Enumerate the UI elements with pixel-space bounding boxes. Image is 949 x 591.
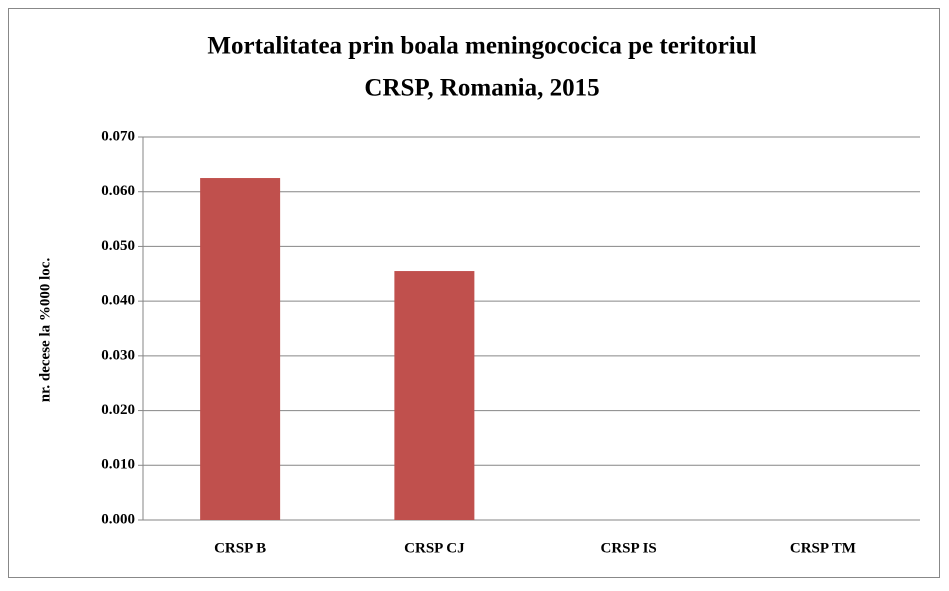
chart-title: Mortalitatea prin boala meningococica pe… — [207, 33, 756, 60]
x-tick-label: CRSP IS — [600, 540, 656, 556]
x-tick-label: CRSP TM — [790, 540, 856, 556]
y-tick-label: 0.000 — [101, 511, 135, 527]
bar — [200, 178, 281, 521]
y-tick-label: 0.020 — [101, 402, 135, 418]
chart-title: CRSP, Romania, 2015 — [364, 75, 599, 102]
bar — [394, 271, 475, 520]
x-tick-label: CRSP B — [214, 540, 266, 556]
y-tick-label: 0.060 — [101, 183, 135, 199]
y-tick-label: 0.040 — [101, 293, 135, 309]
x-tick-label: CRSP CJ — [404, 540, 465, 556]
y-tick-label: 0.030 — [101, 347, 135, 363]
y-tick-label: 0.010 — [101, 457, 135, 473]
y-tick-label: 0.050 — [101, 238, 135, 254]
y-tick-label: 0.070 — [101, 128, 135, 144]
y-axis-label: nr. decese la %000 loc. — [37, 258, 53, 403]
